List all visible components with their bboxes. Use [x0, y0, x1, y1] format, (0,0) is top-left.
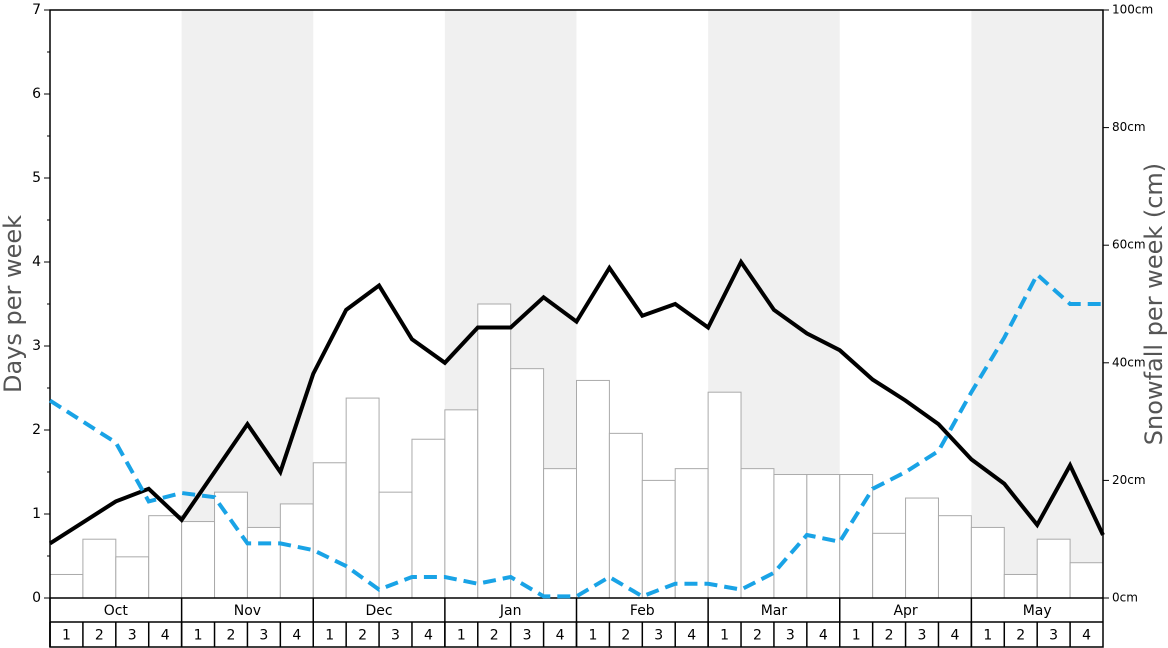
week-label: 1	[325, 628, 334, 644]
week-label: 4	[292, 628, 301, 644]
y2-tick-label: 60cm	[1112, 238, 1146, 252]
bar	[49, 573, 84, 599]
y2-tick-label: 100cm	[1112, 3, 1153, 17]
y-axis-title: Days per week	[0, 215, 27, 393]
bar	[82, 538, 117, 599]
bar	[246, 526, 281, 599]
bar	[1036, 538, 1071, 599]
week-label: 3	[654, 628, 663, 644]
week-label: 3	[1049, 628, 1058, 644]
month-label: Mar	[761, 603, 788, 619]
bar	[477, 303, 512, 599]
week-label: 4	[556, 628, 565, 644]
y-tick-label: 6	[32, 86, 41, 102]
bar	[1003, 573, 1038, 599]
week-label: 2	[490, 628, 499, 644]
y-tick-label: 7	[32, 2, 41, 18]
y-tick-label: 5	[32, 170, 41, 186]
y-tick-label: 0	[32, 590, 41, 606]
week-label: 4	[950, 628, 959, 644]
bar	[411, 438, 446, 599]
bar	[872, 532, 907, 599]
week-label: 2	[358, 628, 367, 644]
bar	[510, 368, 545, 599]
week-label: 4	[161, 628, 170, 644]
line	[48, 271, 1103, 599]
week-label: 1	[588, 628, 597, 644]
week-label: 1	[852, 628, 861, 644]
bar	[214, 491, 248, 599]
bar	[707, 391, 742, 599]
line	[48, 258, 1105, 546]
bar	[641, 479, 676, 599]
week-label: 1	[457, 628, 466, 644]
week-label: 2	[621, 628, 630, 644]
bar	[345, 397, 380, 599]
week-label: 3	[259, 628, 268, 644]
week-label: 1	[720, 628, 729, 644]
bar	[970, 526, 1005, 599]
bar	[608, 432, 643, 599]
bar	[937, 515, 972, 599]
bar	[148, 515, 183, 599]
week-label: 3	[786, 628, 795, 644]
week-label: 4	[424, 628, 433, 644]
week-label: 2	[753, 628, 762, 644]
bar	[115, 556, 150, 599]
week-label: 3	[128, 628, 137, 644]
bar	[444, 409, 479, 599]
month-label: Jan	[499, 603, 522, 619]
week-label: 3	[918, 628, 927, 644]
week-label: 4	[819, 628, 828, 644]
week-label: 4	[1082, 628, 1091, 644]
week-label: 2	[95, 628, 104, 644]
week-label: 2	[227, 628, 236, 644]
bar	[181, 521, 216, 599]
y-tick-label: 3	[32, 338, 41, 354]
month-label: Apr	[893, 603, 917, 619]
y2-tick-label: 80cm	[1112, 120, 1146, 134]
bar	[905, 497, 939, 599]
bar	[1069, 562, 1104, 599]
month-label: Oct	[104, 603, 129, 619]
y2-axis-title: Snowfall per week (cm)	[1140, 163, 1168, 445]
month-label: Dec	[366, 603, 393, 619]
bar	[312, 462, 347, 599]
bar	[773, 474, 808, 599]
week-label: 1	[194, 628, 203, 644]
bar	[674, 468, 709, 599]
week-label: 3	[391, 628, 400, 644]
week-label: 1	[62, 628, 71, 644]
week-label: 3	[523, 628, 532, 644]
y-tick-label: 4	[32, 254, 41, 270]
y-tick-label: 1	[32, 506, 41, 522]
y2-tick-label: 40cm	[1112, 355, 1146, 369]
bar	[740, 468, 775, 599]
week-label: 2	[1016, 628, 1025, 644]
y-tick-label: 2	[32, 422, 41, 438]
week-label: 1	[983, 628, 992, 644]
week-label: 2	[885, 628, 894, 644]
month-label: Feb	[630, 603, 655, 619]
month-shade	[971, 10, 1103, 598]
y2-tick-label: 20cm	[1112, 473, 1146, 487]
bar	[576, 379, 610, 599]
bar	[543, 468, 577, 599]
week-label: 4	[687, 628, 696, 644]
month-label: Nov	[234, 603, 261, 619]
y2-tick-label: 0cm	[1112, 591, 1138, 605]
month-label: May	[1023, 603, 1052, 619]
